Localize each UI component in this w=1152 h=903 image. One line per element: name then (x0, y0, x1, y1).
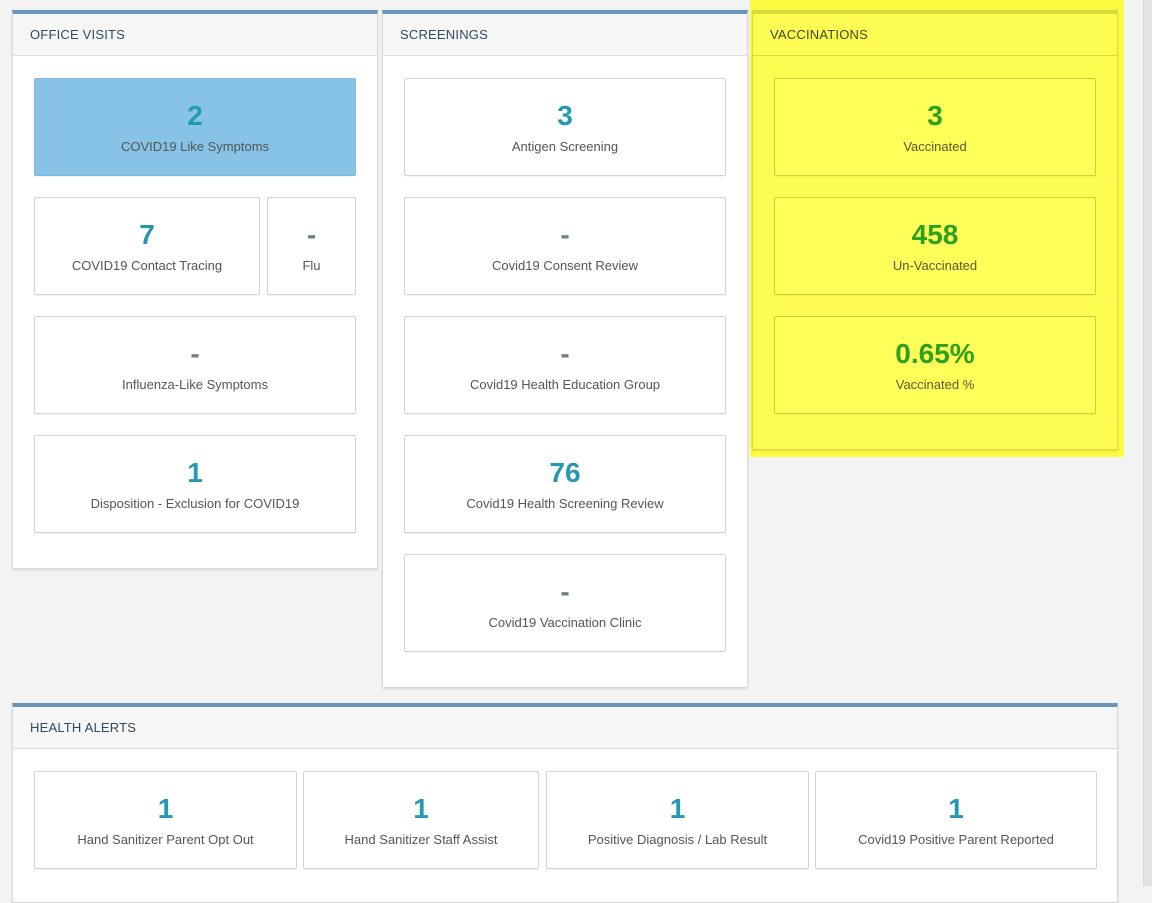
tile-value: - (560, 338, 570, 369)
tile-label: Un-Vaccinated (892, 258, 978, 273)
tile-label: Vaccinated % (895, 377, 975, 392)
tile-value: 458 (911, 219, 959, 250)
tile-value: 1 (948, 793, 964, 824)
tile-value: 1 (413, 793, 429, 824)
office-visits-panel: OFFICE VISITS 2 COVID19 Like Symptoms 7 … (12, 10, 378, 569)
tile-value: 2 (187, 100, 203, 131)
office-visits-title: OFFICE VISITS (13, 14, 377, 56)
tile-antigen-screening[interactable]: 3 Antigen Screening (404, 78, 726, 176)
tile-influenza-like-symptoms[interactable]: - Influenza-Like Symptoms (34, 316, 356, 414)
tile-value: 7 (139, 219, 155, 250)
tile-value: 1 (669, 793, 686, 824)
tile-label: COVID19 Like Symptoms (120, 139, 270, 154)
tile-value: 0.65% (895, 338, 975, 369)
tile-covid19-consent-review[interactable]: - Covid19 Consent Review (404, 197, 726, 295)
tile-covid19-health-education-group[interactable]: - Covid19 Health Education Group (404, 316, 726, 414)
tile-label: Covid19 Vaccination Clinic (488, 615, 642, 630)
tile-label: Flu (302, 258, 321, 273)
health-alerts-panel: HEALTH ALERTS 1 Hand Sanitizer Parent Op… (12, 703, 1118, 903)
tile-label: Positive Diagnosis / Lab Result (587, 832, 768, 847)
health-alerts-title: HEALTH ALERTS (13, 707, 1117, 749)
tile-covid19-positive-parent-reported[interactable]: 1 Covid19 Positive Parent Reported (815, 771, 1097, 869)
tile-vaccinated-percent[interactable]: 0.65% Vaccinated % (774, 316, 1096, 414)
tile-value: - (306, 219, 317, 250)
tile-label: Disposition - Exclusion for COVID19 (90, 496, 300, 511)
tile-label: Vaccinated (903, 139, 967, 154)
screenings-panel: SCREENINGS 3 Antigen Screening - Covid19… (382, 10, 748, 688)
tile-label: Hand Sanitizer Staff Assist (344, 832, 498, 847)
tile-hand-sanitizer-parent-opt-out[interactable]: 1 Hand Sanitizer Parent Opt Out (34, 771, 297, 869)
tile-value: 3 (557, 100, 573, 131)
tile-label: Hand Sanitizer Parent Opt Out (77, 832, 254, 847)
tile-covid19-health-screening-review[interactable]: 76 Covid19 Health Screening Review (404, 435, 726, 533)
tile-un-vaccinated[interactable]: 458 Un-Vaccinated (774, 197, 1096, 295)
vaccinations-panel: VACCINATIONS 3 Vaccinated 458 Un-Vaccina… (752, 10, 1118, 450)
tile-covid19-contact-tracing[interactable]: 7 COVID19 Contact Tracing (34, 197, 260, 295)
tile-value: - (560, 219, 570, 250)
tile-covid19-like-symptoms[interactable]: 2 COVID19 Like Symptoms (34, 78, 356, 176)
tile-disposition-exclusion[interactable]: 1 Disposition - Exclusion for COVID19 (34, 435, 356, 533)
tile-label: Covid19 Health Screening Review (466, 496, 664, 511)
tile-label: COVID19 Contact Tracing (71, 258, 223, 273)
tile-vaccinated[interactable]: 3 Vaccinated (774, 78, 1096, 176)
tile-flu[interactable]: - Flu (267, 197, 356, 295)
tile-positive-diagnosis-lab-result[interactable]: 1 Positive Diagnosis / Lab Result (546, 771, 809, 869)
tile-label: Antigen Screening (511, 139, 619, 154)
tile-label: Influenza-Like Symptoms (122, 377, 268, 392)
tile-value: 3 (927, 100, 943, 131)
tile-covid19-vaccination-clinic[interactable]: - Covid19 Vaccination Clinic (404, 554, 726, 652)
tile-label: Covid19 Positive Parent Reported (858, 832, 1054, 847)
tile-hand-sanitizer-staff-assist[interactable]: 1 Hand Sanitizer Staff Assist (303, 771, 539, 869)
vertical-scrollbar[interactable] (1143, 0, 1152, 886)
tile-value: - (190, 338, 200, 369)
tile-value: 1 (157, 793, 174, 824)
tile-label: Covid19 Health Education Group (469, 377, 661, 392)
tile-label: Covid19 Consent Review (492, 258, 638, 273)
screenings-title: SCREENINGS (383, 14, 747, 56)
tile-value: 1 (187, 457, 203, 488)
tile-value: 76 (549, 457, 581, 488)
vaccinations-title: VACCINATIONS (753, 14, 1117, 56)
tile-value: - (560, 576, 570, 607)
